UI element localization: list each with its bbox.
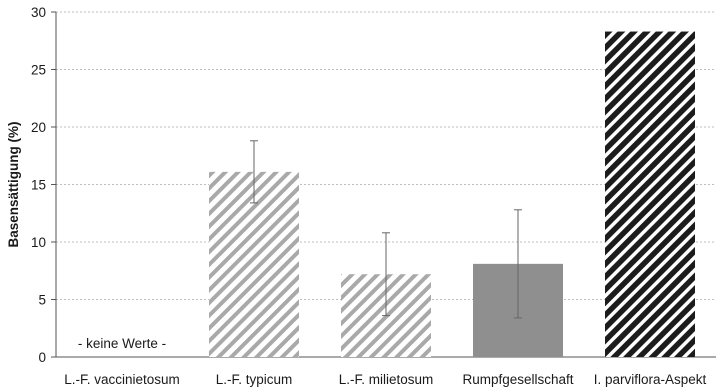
error-bars	[250, 140, 522, 319]
y-tick-label: 5	[38, 293, 46, 308]
bar-5	[605, 31, 695, 358]
y-tick-label: 0	[38, 350, 46, 365]
bars	[209, 31, 695, 358]
x-category-label: L.-F. milietosum	[339, 372, 434, 387]
y-tick-label: 20	[31, 120, 46, 135]
x-category-label: I. parviflora-Aspekt	[594, 372, 707, 387]
gridlines	[56, 11, 716, 300]
y-tick-label: 15	[31, 178, 46, 193]
y-tick-label: 10	[31, 235, 46, 250]
y-tick-label: 25	[31, 63, 46, 78]
x-category-label: Rumpfgesellschaft	[462, 372, 573, 387]
y-axis-label: Basensättigung (%)	[6, 121, 21, 247]
labels: 0 5 10 15 20 25 30 Basensättigung (%) L.-F. vacc…	[6, 5, 707, 387]
y-tick-label: 30	[31, 5, 46, 20]
no-data-annotation: - keine Werte -	[78, 336, 166, 351]
x-category-label: L.-F. typicum	[216, 372, 293, 387]
x-category-label: L.-F. vaccinietosum	[64, 372, 180, 387]
